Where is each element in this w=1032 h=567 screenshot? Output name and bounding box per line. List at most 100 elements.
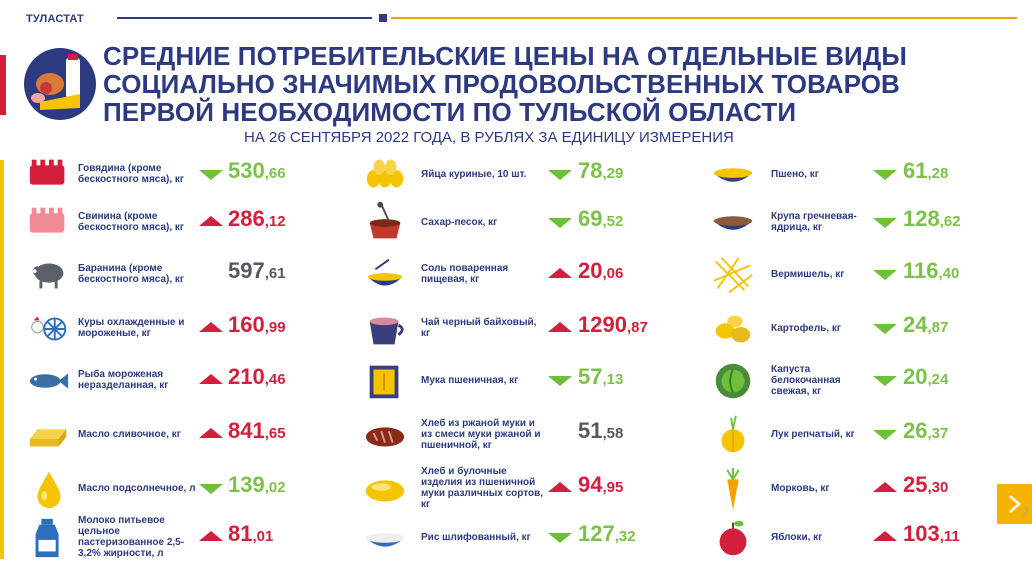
price-item: Куры охлажденные и мороженые, кг 160,99 xyxy=(0,306,1032,358)
price-item: Баранина (кроме бескостного мяса), кг 597… xyxy=(0,252,1032,304)
price-integer: 51 xyxy=(578,418,603,443)
item-name: Масло сливочное, кг xyxy=(78,428,181,440)
item-price: 25,30 xyxy=(903,472,948,498)
trend-up-icon xyxy=(548,482,572,492)
item-price: 20,24 xyxy=(903,364,948,390)
price-item: Рис шлифованный, кг 127,32 xyxy=(0,515,1032,567)
price-fraction: ,61 xyxy=(264,265,286,282)
header-brand: ТУЛАСТАТ xyxy=(26,13,84,25)
trend-down-icon xyxy=(199,484,223,494)
price-fraction: ,13 xyxy=(602,371,624,388)
trend-down-icon xyxy=(873,376,897,386)
trend-down-icon xyxy=(548,533,572,543)
pasta-icon xyxy=(713,257,753,294)
price-item: Яблоки, кг 103,11 xyxy=(0,515,1032,567)
page-title: СРЕДНИЕ ПОТРЕБИТЕЛЬСКИЕ ЦЕНЫ НА ОТДЕЛЬНЫ… xyxy=(103,41,907,127)
price-fraction: ,52 xyxy=(602,213,624,230)
item-price: 94,95 xyxy=(578,472,623,498)
price-item: Хлеб из ржаной муки и из смеси муки ржан… xyxy=(0,412,1032,464)
tea-cup-icon xyxy=(369,317,404,345)
item-name: Вермишель, кг xyxy=(771,268,845,280)
trend-down-icon xyxy=(873,270,897,280)
item-price: 1290,87 xyxy=(578,312,648,338)
price-integer: 139 xyxy=(228,472,265,497)
oil-drop-icon xyxy=(37,471,61,509)
price-fraction: ,24 xyxy=(927,371,949,388)
price-item: Сахар-песок, кг 69,52 xyxy=(0,200,1032,252)
item-name: Рис шлифованный, кг xyxy=(421,531,531,543)
flour-icon xyxy=(369,365,399,399)
price-integer: 20 xyxy=(903,364,928,389)
price-integer: 81 xyxy=(228,521,253,546)
item-name: Рыба мороженая неразделанная, кг xyxy=(78,369,169,391)
butter-icon xyxy=(29,429,67,447)
price-item: Морковь, кг 25,30 xyxy=(0,466,1032,518)
carrot-icon xyxy=(726,467,740,511)
left-accent-red xyxy=(0,55,6,115)
price-item: Говядина (кроме бескостного мяса), кг 530… xyxy=(0,152,1032,204)
item-name: Хлеб из ржаной муки и из смеси муки ржан… xyxy=(421,417,541,451)
next-page-button[interactable] xyxy=(997,484,1032,524)
item-price: 127,32 xyxy=(578,521,636,547)
price-integer: 20 xyxy=(578,258,603,283)
trend-up-icon xyxy=(199,428,223,438)
item-price: 139,02 xyxy=(228,472,286,498)
price-item: Рыба мороженая неразделанная, кг 210,46 xyxy=(0,358,1032,410)
price-fraction: ,46 xyxy=(264,371,286,388)
price-integer: 69 xyxy=(578,206,603,231)
chicken-icon xyxy=(31,316,67,341)
item-name: Говядина (кроме бескостного мяса), кг xyxy=(78,163,185,185)
page-number: 2 xyxy=(1022,505,1029,519)
price-integer: 57 xyxy=(578,364,603,389)
item-price: 841,65 xyxy=(228,418,286,444)
price-fraction: ,28 xyxy=(927,165,949,182)
apple-icon xyxy=(719,520,747,556)
price-integer: 61 xyxy=(903,158,928,183)
trend-up-icon xyxy=(199,531,223,541)
item-name: Баранина (кроме бескостного мяса), кг xyxy=(78,263,185,285)
trend-up-icon xyxy=(199,322,223,332)
item-name: Сахар-песок, кг xyxy=(421,216,498,228)
item-name: Куры охлажденные и мороженые, кг xyxy=(78,317,185,339)
salt-icon xyxy=(367,258,403,286)
item-name: Яблоки, кг xyxy=(771,531,823,543)
price-fraction: ,01 xyxy=(252,528,274,545)
header-line-right xyxy=(391,17,1017,19)
price-item: Лук репчатый, кг 26,37 xyxy=(0,412,1032,464)
item-name: Картофель, кг xyxy=(771,322,842,334)
price-fraction: ,66 xyxy=(264,165,286,182)
page-subtitle: НА 26 СЕНТЯБРЯ 2022 ГОДА, В РУБЛЯХ ЗА ЕД… xyxy=(244,129,734,146)
price-fraction: ,87 xyxy=(626,319,648,336)
item-price: 530,66 xyxy=(228,158,286,184)
price-integer: 160 xyxy=(228,312,265,337)
left-accent-yellow xyxy=(0,160,4,559)
price-integer: 841 xyxy=(228,418,265,443)
price-item: Крупа гречневая-ядрица, кг 128,62 xyxy=(0,200,1032,252)
price-item: Масло сливочное, кг 841,65 xyxy=(0,412,1032,464)
trend-up-icon xyxy=(199,374,223,384)
price-integer: 24 xyxy=(903,312,928,337)
price-item: Свинина (кроме бескостного мяса), кг 286,… xyxy=(0,200,1032,252)
trend-up-icon xyxy=(548,322,572,332)
price-fraction: ,37 xyxy=(927,425,949,442)
price-integer: 116 xyxy=(903,258,939,283)
item-name: Пшено, кг xyxy=(771,168,819,180)
item-price: 210,46 xyxy=(228,364,286,390)
item-price: 597,61 xyxy=(228,258,286,284)
item-price: 286,12 xyxy=(228,206,286,232)
price-fraction: ,40 xyxy=(938,265,960,282)
sugar-icon xyxy=(369,201,401,239)
price-item: Яйца куриные, 10 шт. 78,29 xyxy=(0,152,1032,204)
lamb-icon xyxy=(32,263,64,289)
price-fraction: ,95 xyxy=(602,479,624,496)
price-integer: 103 xyxy=(903,521,940,546)
item-price: 128,62 xyxy=(903,206,961,232)
rice-icon xyxy=(365,533,405,547)
price-fraction: ,58 xyxy=(602,425,624,442)
item-price: 20,06 xyxy=(578,258,623,284)
price-integer: 210 xyxy=(228,364,265,389)
item-price: 116,40 xyxy=(903,258,959,284)
cabbage-icon xyxy=(715,363,751,399)
item-name: Свинина (кроме бескостного мяса), кг xyxy=(78,211,185,233)
trend-up-icon xyxy=(873,531,897,541)
